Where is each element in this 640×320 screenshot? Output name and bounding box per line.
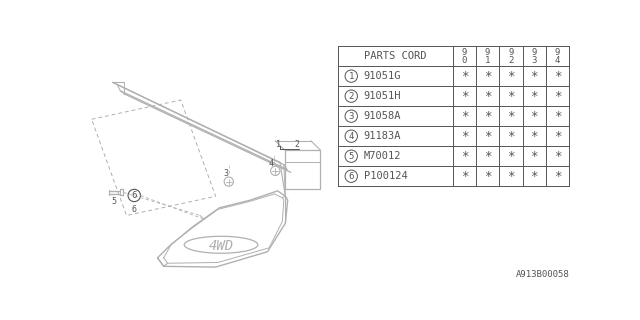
Text: 5: 5 — [349, 152, 354, 161]
Text: 9: 9 — [461, 48, 467, 57]
Text: *: * — [461, 170, 468, 183]
Text: 2: 2 — [349, 92, 354, 101]
Text: 91051H: 91051H — [364, 91, 401, 101]
Text: 3: 3 — [349, 112, 354, 121]
Text: *: * — [531, 150, 538, 163]
Text: *: * — [507, 110, 515, 123]
Text: *: * — [461, 130, 468, 143]
Text: 6: 6 — [132, 205, 137, 214]
Text: 0: 0 — [461, 56, 467, 65]
Text: *: * — [484, 70, 492, 83]
Text: *: * — [531, 170, 538, 183]
Text: 5: 5 — [111, 197, 116, 206]
Text: *: * — [484, 110, 492, 123]
Text: 9: 9 — [485, 48, 490, 57]
Text: *: * — [507, 70, 515, 83]
Text: 4: 4 — [349, 132, 354, 141]
Text: *: * — [554, 70, 561, 83]
Text: *: * — [531, 70, 538, 83]
Text: 1: 1 — [485, 56, 490, 65]
Text: *: * — [484, 130, 492, 143]
Text: *: * — [554, 110, 561, 123]
Text: *: * — [554, 90, 561, 103]
Text: A913B00058: A913B00058 — [516, 270, 570, 279]
Text: *: * — [461, 70, 468, 83]
Text: *: * — [484, 150, 492, 163]
Text: 1: 1 — [349, 72, 354, 81]
Text: *: * — [507, 90, 515, 103]
Text: *: * — [531, 110, 538, 123]
Text: *: * — [554, 170, 561, 183]
Text: *: * — [507, 150, 515, 163]
Text: 3: 3 — [223, 169, 228, 178]
Text: PARTS CORD: PARTS CORD — [364, 51, 427, 61]
Text: P100124: P100124 — [364, 171, 408, 181]
Text: 91058A: 91058A — [364, 111, 401, 121]
Text: 2: 2 — [294, 140, 300, 149]
Text: 9: 9 — [555, 48, 560, 57]
Text: 4: 4 — [555, 56, 560, 65]
Text: 4WD: 4WD — [209, 238, 234, 252]
Text: 9: 9 — [508, 48, 513, 57]
Text: 2: 2 — [508, 56, 513, 65]
Text: 6: 6 — [132, 191, 137, 200]
Text: 3: 3 — [531, 56, 537, 65]
Text: 91051G: 91051G — [364, 71, 401, 81]
Text: *: * — [461, 110, 468, 123]
Text: *: * — [484, 170, 492, 183]
Text: *: * — [554, 150, 561, 163]
Text: *: * — [461, 90, 468, 103]
Text: 6: 6 — [349, 172, 354, 181]
Text: 1: 1 — [276, 140, 281, 149]
Text: *: * — [461, 150, 468, 163]
Text: *: * — [531, 130, 538, 143]
Text: *: * — [531, 90, 538, 103]
Text: *: * — [484, 90, 492, 103]
Text: *: * — [554, 130, 561, 143]
Text: 4: 4 — [269, 159, 274, 168]
Text: M70012: M70012 — [364, 151, 401, 161]
Text: *: * — [507, 170, 515, 183]
Text: 91183A: 91183A — [364, 131, 401, 141]
Text: 9: 9 — [531, 48, 537, 57]
Text: *: * — [507, 130, 515, 143]
